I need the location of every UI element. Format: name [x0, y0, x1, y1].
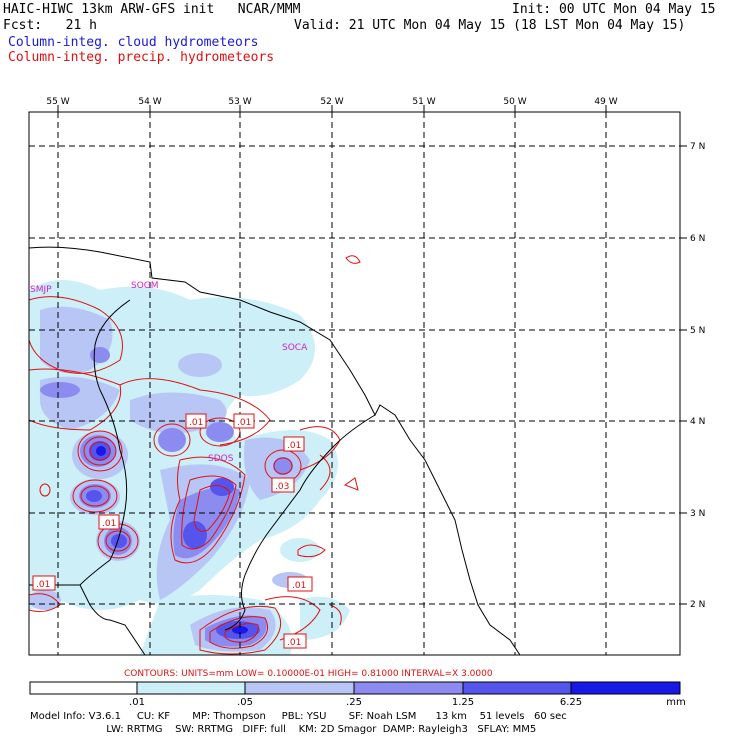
colorbar-segment — [462, 681, 572, 695]
colorbar-segment — [136, 681, 246, 695]
model-info-line2: LW: RRTMG SW: RRTMG DIFF: full KM: 2D Sm… — [30, 724, 537, 735]
legend-precip: Column-integ. precip. hydrometeors — [8, 50, 275, 65]
contour-label: .01 — [102, 519, 116, 529]
lon-label: 52 W — [320, 97, 343, 107]
lat-label: 4 N — [690, 417, 705, 427]
contour-label: .01 — [36, 580, 50, 590]
plot-title: HAIC-HIWC 13km ARW-GFS init NCAR/MMM — [3, 2, 301, 17]
colorbar-tick: .05 — [237, 697, 253, 708]
colorbar-tick: 1.25 — [452, 697, 474, 708]
lat-lon-grid — [29, 112, 680, 655]
model-info-line1: Model Info: V3.6.1 CU: KF MP: Thompson P… — [30, 711, 567, 722]
lon-label: 54 W — [138, 97, 161, 107]
station-label: SOCA — [282, 343, 308, 353]
axis-ticks — [57, 105, 687, 605]
contour-label: .01 — [189, 418, 203, 428]
precip-contours — [29, 255, 361, 655]
lat-label: 5 N — [690, 326, 705, 336]
lon-label: 53 W — [228, 97, 251, 107]
colorbar-unit: mm — [666, 697, 685, 708]
map-frame — [28, 111, 681, 656]
init-time: Init: 00 UTC Mon 04 May 15 — [512, 2, 716, 17]
station-label: SOGM — [131, 281, 159, 291]
station-label: SMJP — [30, 285, 52, 295]
forecast-hour: Fcst: 21 h — [3, 18, 97, 33]
contour-label: .03 — [275, 482, 289, 492]
contour-label: .01 — [292, 581, 306, 591]
lat-label: 2 N — [690, 600, 705, 610]
contour-info: CONTOURS: UNITS=mm LOW= 0.10000E-01 HIGH… — [124, 669, 493, 679]
lon-label: 49 W — [594, 97, 617, 107]
contour-label: .01 — [287, 638, 301, 648]
lat-label: 3 N — [690, 509, 705, 519]
lat-label: 7 N — [690, 142, 705, 152]
contour-label: .01 — [237, 418, 251, 428]
lat-label: 6 N — [690, 234, 705, 244]
colorbar-tick: .01 — [129, 697, 145, 708]
contour-label: .01 — [287, 441, 301, 451]
colorbar-segment — [244, 681, 355, 695]
lon-label: 51 W — [412, 97, 435, 107]
colorbar — [29, 681, 681, 695]
valid-time: Valid: 21 UTC Mon 04 May 15 (18 LST Mon … — [294, 18, 686, 33]
lon-label: 50 W — [503, 97, 526, 107]
station-label: SDOS — [208, 454, 234, 464]
lon-label: 55 W — [46, 97, 69, 107]
colorbar-segment — [353, 681, 464, 695]
colorbar-tick: .25 — [346, 697, 362, 708]
legend-cloud: Column-integ. cloud hydrometeors — [8, 35, 259, 50]
colorbar-segment — [29, 681, 138, 695]
colorbar-tick: 6.25 — [560, 697, 582, 708]
colorbar-segment — [570, 681, 681, 695]
